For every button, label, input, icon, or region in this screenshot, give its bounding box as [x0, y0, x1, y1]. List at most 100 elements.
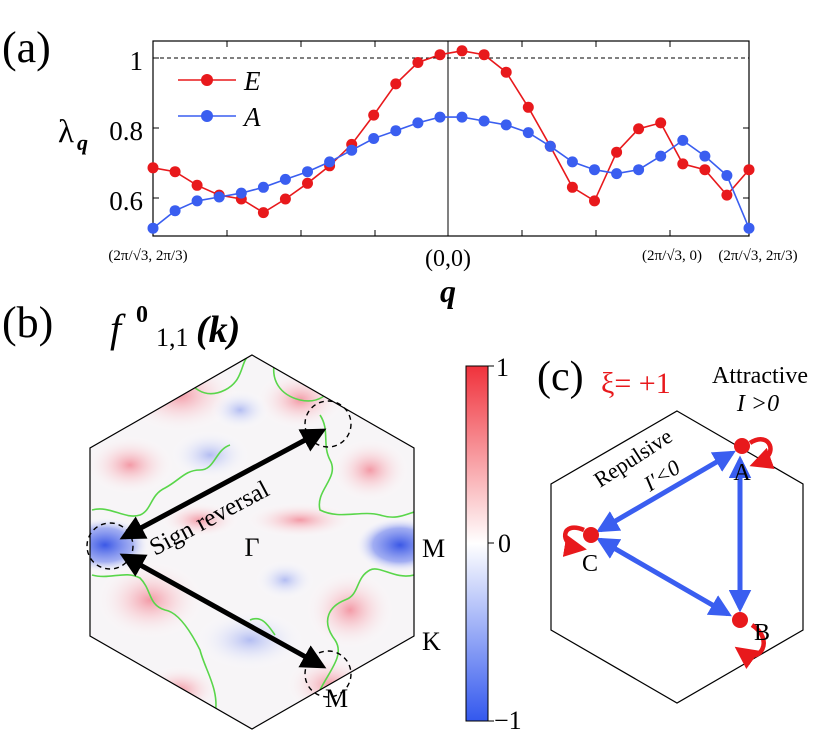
data-point-E-23	[655, 117, 667, 129]
interaction-arrow-c-b	[596, 537, 732, 617]
hotspot-circle-top	[304, 400, 352, 448]
xlabel-q: q	[440, 273, 456, 309]
self-loop-c	[562, 525, 587, 557]
title-subscript: 1,1	[156, 323, 189, 352]
ylabel-subscript: q	[77, 130, 88, 155]
panel-c-label: (c)	[537, 354, 584, 400]
data-point-E-20	[589, 195, 600, 207]
data-point-A-22	[633, 164, 645, 176]
colorbar-mid: 0	[498, 529, 511, 558]
data-point-E-26	[721, 189, 733, 201]
legend-label-E: E	[243, 66, 261, 96]
hotspot-circle-left	[86, 522, 134, 570]
data-point-A-16	[500, 119, 512, 131]
data-point-A-21	[611, 168, 623, 180]
brillouin-zone-hexagon	[89, 354, 415, 730]
data-point-E-25	[699, 164, 711, 176]
panel-b: (b) f 0 1,1 (k)	[2, 298, 445, 730]
sign-reversal-arrow-upper	[119, 428, 327, 540]
legend: E A	[178, 66, 261, 132]
xtick-left: (2π/√3, 2π/3)	[108, 248, 187, 264]
series-line-A	[152, 116, 750, 229]
colorbar: 1 0 −1	[465, 353, 522, 735]
data-point-E-21	[611, 146, 623, 158]
xtick-center: (0,0)	[425, 246, 471, 272]
data-point-A-0	[147, 222, 159, 234]
hotspot-circle-bottom	[304, 650, 352, 698]
data-point-A-11	[390, 125, 402, 137]
data-point-A-14	[456, 111, 468, 123]
k-point-label: K	[422, 627, 441, 656]
data-point-E-19	[566, 181, 578, 193]
title-f: f	[110, 306, 126, 351]
data-point-A-10	[368, 133, 380, 144]
ytick-1: 1	[130, 46, 144, 76]
node-c-dot	[583, 527, 599, 543]
plot-frame	[152, 40, 750, 237]
data-point-E-13	[434, 49, 446, 61]
panel-a: (a) 1 0.8 0.6 λ q (2π/√3, 2π/3) (0,0) (2…	[2, 23, 798, 309]
node-c-label: C	[582, 551, 598, 577]
gamma-point-label: Γ	[244, 533, 259, 562]
sign-reversal-arrow-lower	[119, 553, 327, 669]
data-point-E-10	[368, 109, 380, 121]
data-point-A-13	[434, 111, 446, 123]
self-loop-b	[734, 623, 766, 670]
xi-label: ξ= +1	[601, 367, 671, 400]
data-point-E-7	[302, 177, 313, 189]
data-point-A-24	[677, 134, 689, 146]
data-point-E-2	[191, 179, 203, 191]
colorbar-min: −1	[494, 706, 522, 735]
data-point-E-5	[257, 207, 269, 219]
data-point-A-20	[589, 164, 600, 176]
data-point-E-24	[677, 158, 689, 170]
data-point-A-1	[169, 205, 181, 217]
panel-c: (c) ξ= +1 Attractive I >0 Repulsive I′<0…	[537, 354, 808, 704]
node-b-label: B	[754, 620, 770, 646]
node-a-label: A	[733, 460, 751, 486]
data-point-E-27	[743, 164, 755, 176]
xtick-right-b: (2π/√3, 2π/3)	[718, 248, 797, 264]
title-argument: (k)	[196, 309, 240, 351]
title-superscript: 0	[136, 302, 148, 328]
data-point-A-3	[213, 191, 225, 203]
data-point-E-12	[412, 57, 424, 68]
data-point-A-4	[235, 187, 247, 199]
data-point-E-14	[456, 45, 468, 57]
legend-marker-A	[201, 110, 213, 122]
m-point-label-right: M	[422, 534, 445, 563]
data-point-A-2	[191, 195, 203, 207]
series-line-E	[152, 49, 750, 214]
legend-label-A: A	[242, 102, 261, 132]
series-layer	[147, 45, 755, 234]
data-point-A-27	[743, 222, 755, 234]
m-point-label-bottom: M	[325, 684, 348, 713]
node-b-dot	[732, 612, 748, 628]
data-point-A-17	[522, 127, 534, 139]
attractive-condition: I >0	[736, 391, 779, 417]
data-point-A-9	[346, 144, 358, 156]
panel-a-label: (a)	[2, 23, 51, 72]
ytick-0-6: 0.6	[109, 186, 143, 216]
colorbar-gradient	[465, 365, 489, 722]
data-point-E-1	[169, 166, 181, 178]
self-loop-a	[748, 437, 775, 469]
attractive-label: Attractive	[712, 363, 808, 389]
data-point-E-17	[522, 101, 534, 113]
xtick-right-a: (2π/√3, 0)	[642, 248, 702, 264]
data-point-E-11	[390, 78, 402, 90]
data-point-A-12	[412, 117, 424, 129]
node-a-dot	[734, 438, 750, 454]
data-point-A-25	[699, 150, 711, 162]
data-point-A-6	[279, 173, 291, 185]
data-point-A-26	[721, 170, 733, 181]
y-ticks	[153, 57, 749, 199]
data-point-A-23	[655, 150, 667, 162]
x-ticks	[226, 41, 671, 236]
interaction-arrow-a-c	[596, 450, 736, 533]
data-point-A-19	[566, 156, 578, 168]
data-point-E-15	[478, 49, 490, 61]
data-point-A-5	[257, 181, 269, 193]
data-point-A-18	[544, 140, 556, 152]
